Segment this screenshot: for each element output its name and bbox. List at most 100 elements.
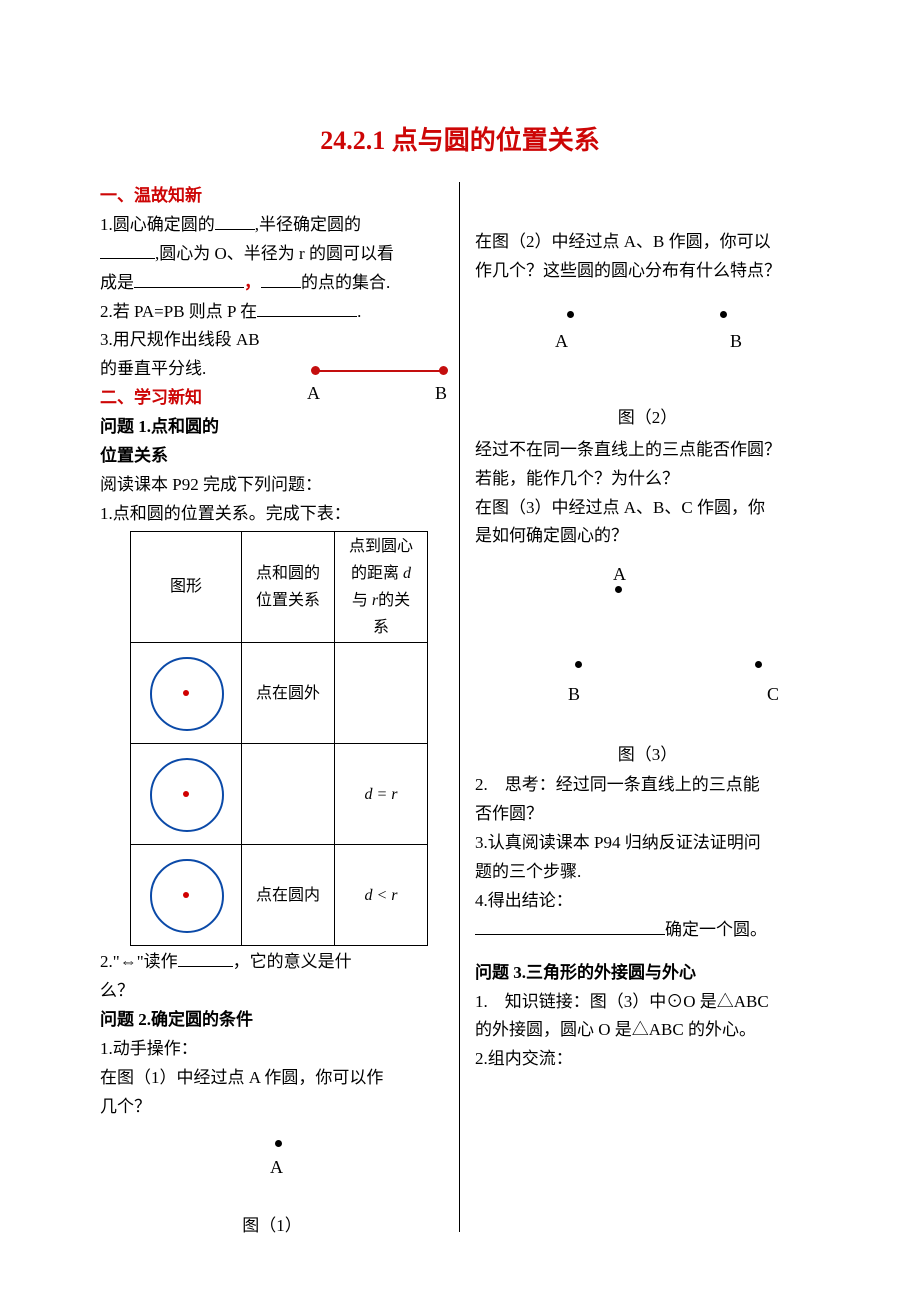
- cell-dr: d < r: [335, 845, 428, 946]
- cell-figure: [131, 744, 242, 845]
- point-B-label: B: [568, 679, 580, 710]
- blank-fill[interactable]: [261, 270, 301, 288]
- label-B: B: [435, 378, 447, 409]
- text: 1.圆心确定圆的: [100, 215, 215, 234]
- right-column: 在图（2）中经过点 A、B 作圆，你可以 作几个？这些圆的圆心分布有什么特点？ …: [460, 182, 820, 1232]
- r3a: 2. 思考：经过同一条直线上的三点能: [475, 771, 820, 800]
- text: 的点的集合.: [301, 273, 390, 292]
- point-A-label: A: [270, 1152, 283, 1183]
- circle-icon: [146, 855, 226, 935]
- blank-fill[interactable]: [215, 212, 255, 230]
- table-row: 点在圆外: [131, 643, 428, 744]
- r4a: 3.认真阅读课本 P94 归纳反证法证明问: [475, 829, 820, 858]
- cell-dr: d = r: [335, 744, 428, 845]
- q2-text-a: 在图（1）中经过点 A 作圆，你可以作: [100, 1064, 444, 1093]
- line-1: 1.圆心确定圆的 ,半径确定圆的: [100, 211, 444, 240]
- text: ,半径确定圆的: [255, 215, 361, 234]
- r2b: 若能，能作几个？为什么？: [475, 465, 820, 494]
- cell-figure: [131, 643, 242, 744]
- table-row: 点在圆内 d < r: [131, 845, 428, 946]
- point-B-dot: [720, 311, 727, 318]
- header-relation: 点和圆的 位置关系: [242, 531, 335, 643]
- iff-symbol: ⇔: [120, 952, 137, 971]
- item-3-text: 3.用尺规作出线段 AB 的垂直平分线. 二、学习新知 问题 1.点和圆的: [100, 326, 289, 442]
- line-3b: 的垂直平分线.: [100, 355, 289, 384]
- point-B-dot: [575, 661, 582, 668]
- conclusion-line: 确定一个圆。: [475, 916, 820, 945]
- text: "读作: [137, 952, 178, 971]
- accent-comma: ，: [244, 273, 261, 292]
- h3-l3: 与: [352, 592, 372, 609]
- r6b: 的外接圆，圆心 O 是△ABC 的外心。: [475, 1016, 820, 1045]
- blank-fill[interactable]: [257, 299, 357, 317]
- text: .: [357, 302, 361, 321]
- blank-fill[interactable]: [178, 949, 233, 967]
- page-title: 24.2.1 点与圆的位置关系: [100, 120, 820, 157]
- question-1-heading-line2: 位置关系: [100, 442, 444, 471]
- text: ,圆心为 O、半径为 r 的圆可以看: [155, 244, 394, 263]
- r7: 2.组内交流：: [475, 1045, 820, 1074]
- q2-text-b: 几个？: [100, 1093, 444, 1122]
- line-3a: 3.用尺规作出线段 AB: [100, 326, 289, 355]
- table-intro: 1.点和圆的位置关系。完成下表：: [100, 500, 444, 529]
- segment-AB-figure: A B: [289, 326, 444, 396]
- circle-icon: [146, 754, 226, 834]
- iff-line: 2."⇔"读作，它的意义是什: [100, 948, 444, 977]
- question-1-heading-line1: 问题 1.点和圆的: [100, 413, 289, 442]
- r1b: 作几个？这些圆的圆心分布有什么特点？: [475, 257, 820, 286]
- blank-fill[interactable]: [475, 917, 665, 935]
- point-C-label: C: [767, 679, 779, 710]
- figure-2-caption: 图（2）: [475, 404, 820, 433]
- table-row: d = r: [131, 744, 428, 845]
- point-A-label: A: [613, 559, 626, 590]
- worksheet-page: 24.2.1 点与圆的位置关系 一、温故知新 1.圆心确定圆的,半径确定圆的 ,…: [0, 0, 920, 1292]
- h3-l1: 点到圆心: [349, 538, 413, 555]
- iff-line-2: 么？: [100, 977, 444, 1006]
- section-2-heading: 二、学习新知: [100, 384, 289, 413]
- h3-l4: 系: [373, 619, 389, 636]
- item-3-with-segment: 3.用尺规作出线段 AB 的垂直平分线. 二、学习新知 问题 1.点和圆的 A …: [100, 326, 444, 442]
- r6a: 1. 知识链接：图（3）中⊙O 是△ABC: [475, 988, 820, 1017]
- figure-2: A B 图（2）: [475, 286, 820, 436]
- r3b: 否作圆？: [475, 800, 820, 829]
- two-column-layout: 一、温故知新 1.圆心确定圆的,半径确定圆的 ,圆心为 O、半径为 r 的圆可以…: [100, 182, 820, 1232]
- r2a: 经过不在同一条直线上的三点能否作圆？: [475, 436, 820, 465]
- label-A: A: [307, 378, 320, 409]
- figure-1: A 图（1）: [100, 1122, 444, 1232]
- expr: d = r: [364, 786, 397, 803]
- spacer: [475, 182, 820, 228]
- segment-AB: A B: [309, 366, 449, 396]
- line-1c: 成是 ， 的点的集合.: [100, 269, 444, 298]
- var-d: d: [403, 565, 411, 582]
- cell-figure: [131, 845, 242, 946]
- point-A-label: A: [555, 326, 568, 357]
- endpoint-B: [439, 366, 448, 375]
- line-2: 2.若 PA=PB 则点 P 在.: [100, 298, 444, 327]
- cell-dr[interactable]: [335, 643, 428, 744]
- point-A-dot: [275, 1140, 282, 1147]
- blank-fill[interactable]: [100, 241, 155, 259]
- text: 成是: [100, 273, 134, 292]
- text: ，它的意义是什: [233, 952, 352, 971]
- question-2-heading: 问题 2.确定圆的条件: [100, 1006, 444, 1035]
- cell-relation: 点在圆外: [242, 643, 335, 744]
- r5b: 确定一个圆。: [665, 920, 767, 939]
- r4b: 题的三个步骤.: [475, 858, 820, 887]
- cell-relation: 点在圆内: [242, 845, 335, 946]
- circle-icon: [146, 653, 226, 733]
- left-column: 一、温故知新 1.圆心确定圆的,半径确定圆的 ,圆心为 O、半径为 r 的圆可以…: [100, 182, 460, 1232]
- r5a: 4.得出结论：: [475, 887, 820, 916]
- r1a: 在图（2）中经过点 A、B 作圆，你可以: [475, 228, 820, 257]
- point-C-dot: [755, 661, 762, 668]
- blank-fill[interactable]: [134, 270, 244, 288]
- spacer: [475, 945, 820, 959]
- endpoint-A: [311, 366, 320, 375]
- table-header-row: 图形 点和圆的 位置关系 点到圆心 的距离 d 与 r的关 系: [131, 531, 428, 643]
- r2d: 是如何确定圆心的？: [475, 522, 820, 551]
- text: 2.若 PA=PB 则点 P 在: [100, 302, 257, 321]
- cell-relation[interactable]: [242, 744, 335, 845]
- read-instruction: 阅读课本 P92 完成下列问题：: [100, 471, 444, 500]
- q2-step1: 1.动手操作：: [100, 1035, 444, 1064]
- h3-l3b: 的关: [378, 592, 410, 609]
- relation-table: 图形 点和圆的 位置关系 点到圆心 的距离 d 与 r的关 系 点在圆外: [130, 531, 428, 947]
